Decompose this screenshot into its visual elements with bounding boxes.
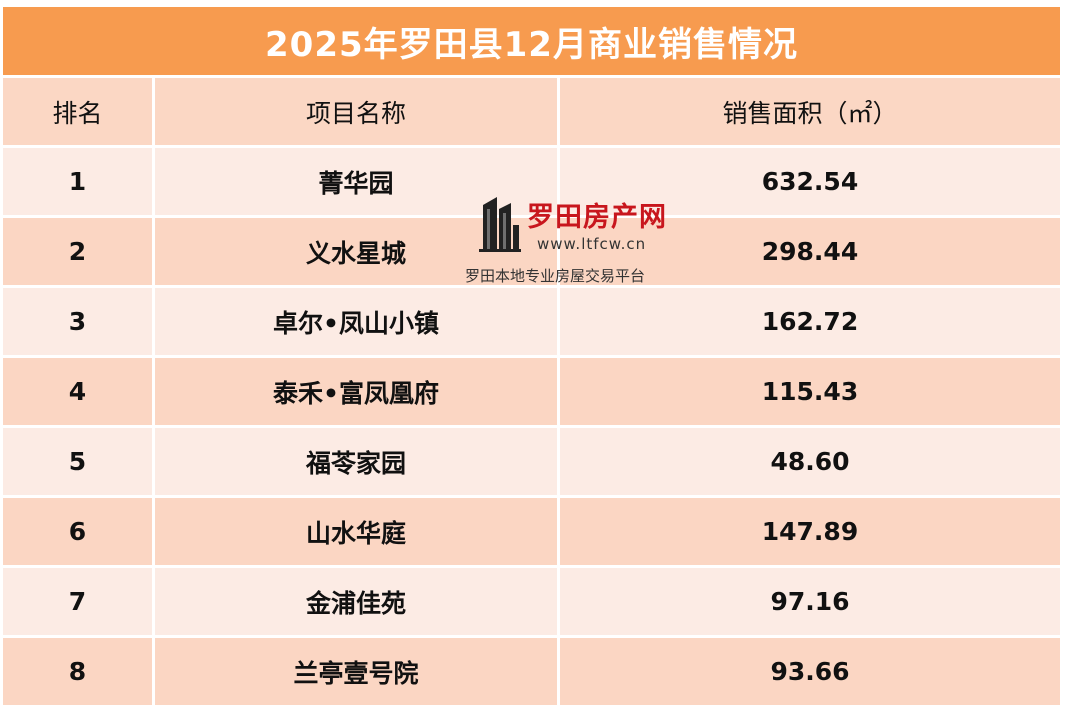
sales-area-cell: 93.66 [560, 638, 1060, 708]
project-name-cell: 福苓家园 [155, 428, 560, 498]
header-row: 排名 项目名称 销售面积（㎡） [3, 78, 1060, 148]
project-name-cell: 金浦佳苑 [155, 568, 560, 638]
column-header-rank: 排名 [3, 78, 155, 148]
rank-cell: 8 [3, 638, 155, 708]
table-row: 6 山水华庭 147.89 [3, 498, 1060, 568]
project-name-cell: 山水华庭 [155, 498, 560, 568]
project-name-cell: 兰亭壹号院 [155, 638, 560, 708]
sales-table-container: 2025年罗田县12月商业销售情况 排名 项目名称 销售面积（㎡） 1 菁华园 … [3, 7, 1060, 709]
column-header-sales-area: 销售面积（㎡） [560, 78, 1060, 148]
project-name-cell: 泰禾•富凤凰府 [155, 358, 560, 428]
project-name-cell: 义水星城 [155, 218, 560, 288]
table-row: 7 金浦佳苑 97.16 [3, 568, 1060, 638]
table-row: 1 菁华园 632.54 [3, 148, 1060, 218]
rank-cell: 3 [3, 288, 155, 358]
table-row: 5 福苓家园 48.60 [3, 428, 1060, 498]
rank-cell: 4 [3, 358, 155, 428]
column-header-project-name: 项目名称 [155, 78, 560, 148]
sales-area-cell: 298.44 [560, 218, 1060, 288]
sales-area-cell: 115.43 [560, 358, 1060, 428]
rank-cell: 5 [3, 428, 155, 498]
project-name-cell: 卓尔•凤山小镇 [155, 288, 560, 358]
table-row: 2 义水星城 298.44 [3, 218, 1060, 288]
table-row: 8 兰亭壹号院 93.66 [3, 638, 1060, 708]
sales-area-cell: 632.54 [560, 148, 1060, 218]
sales-area-cell: 48.60 [560, 428, 1060, 498]
sales-area-cell: 97.16 [560, 568, 1060, 638]
sales-area-cell: 147.89 [560, 498, 1060, 568]
sales-area-cell: 162.72 [560, 288, 1060, 358]
project-name-cell: 菁华园 [155, 148, 560, 218]
rank-cell: 6 [3, 498, 155, 568]
rank-cell: 2 [3, 218, 155, 288]
table-title: 2025年罗田县12月商业销售情况 [3, 7, 1060, 75]
table-row: 4 泰禾•富凤凰府 115.43 [3, 358, 1060, 428]
sales-table: 排名 项目名称 销售面积（㎡） 1 菁华园 632.54 2 义水星城 298.… [3, 78, 1060, 708]
rank-cell: 7 [3, 568, 155, 638]
table-row: 3 卓尔•凤山小镇 162.72 [3, 288, 1060, 358]
rank-cell: 1 [3, 148, 155, 218]
